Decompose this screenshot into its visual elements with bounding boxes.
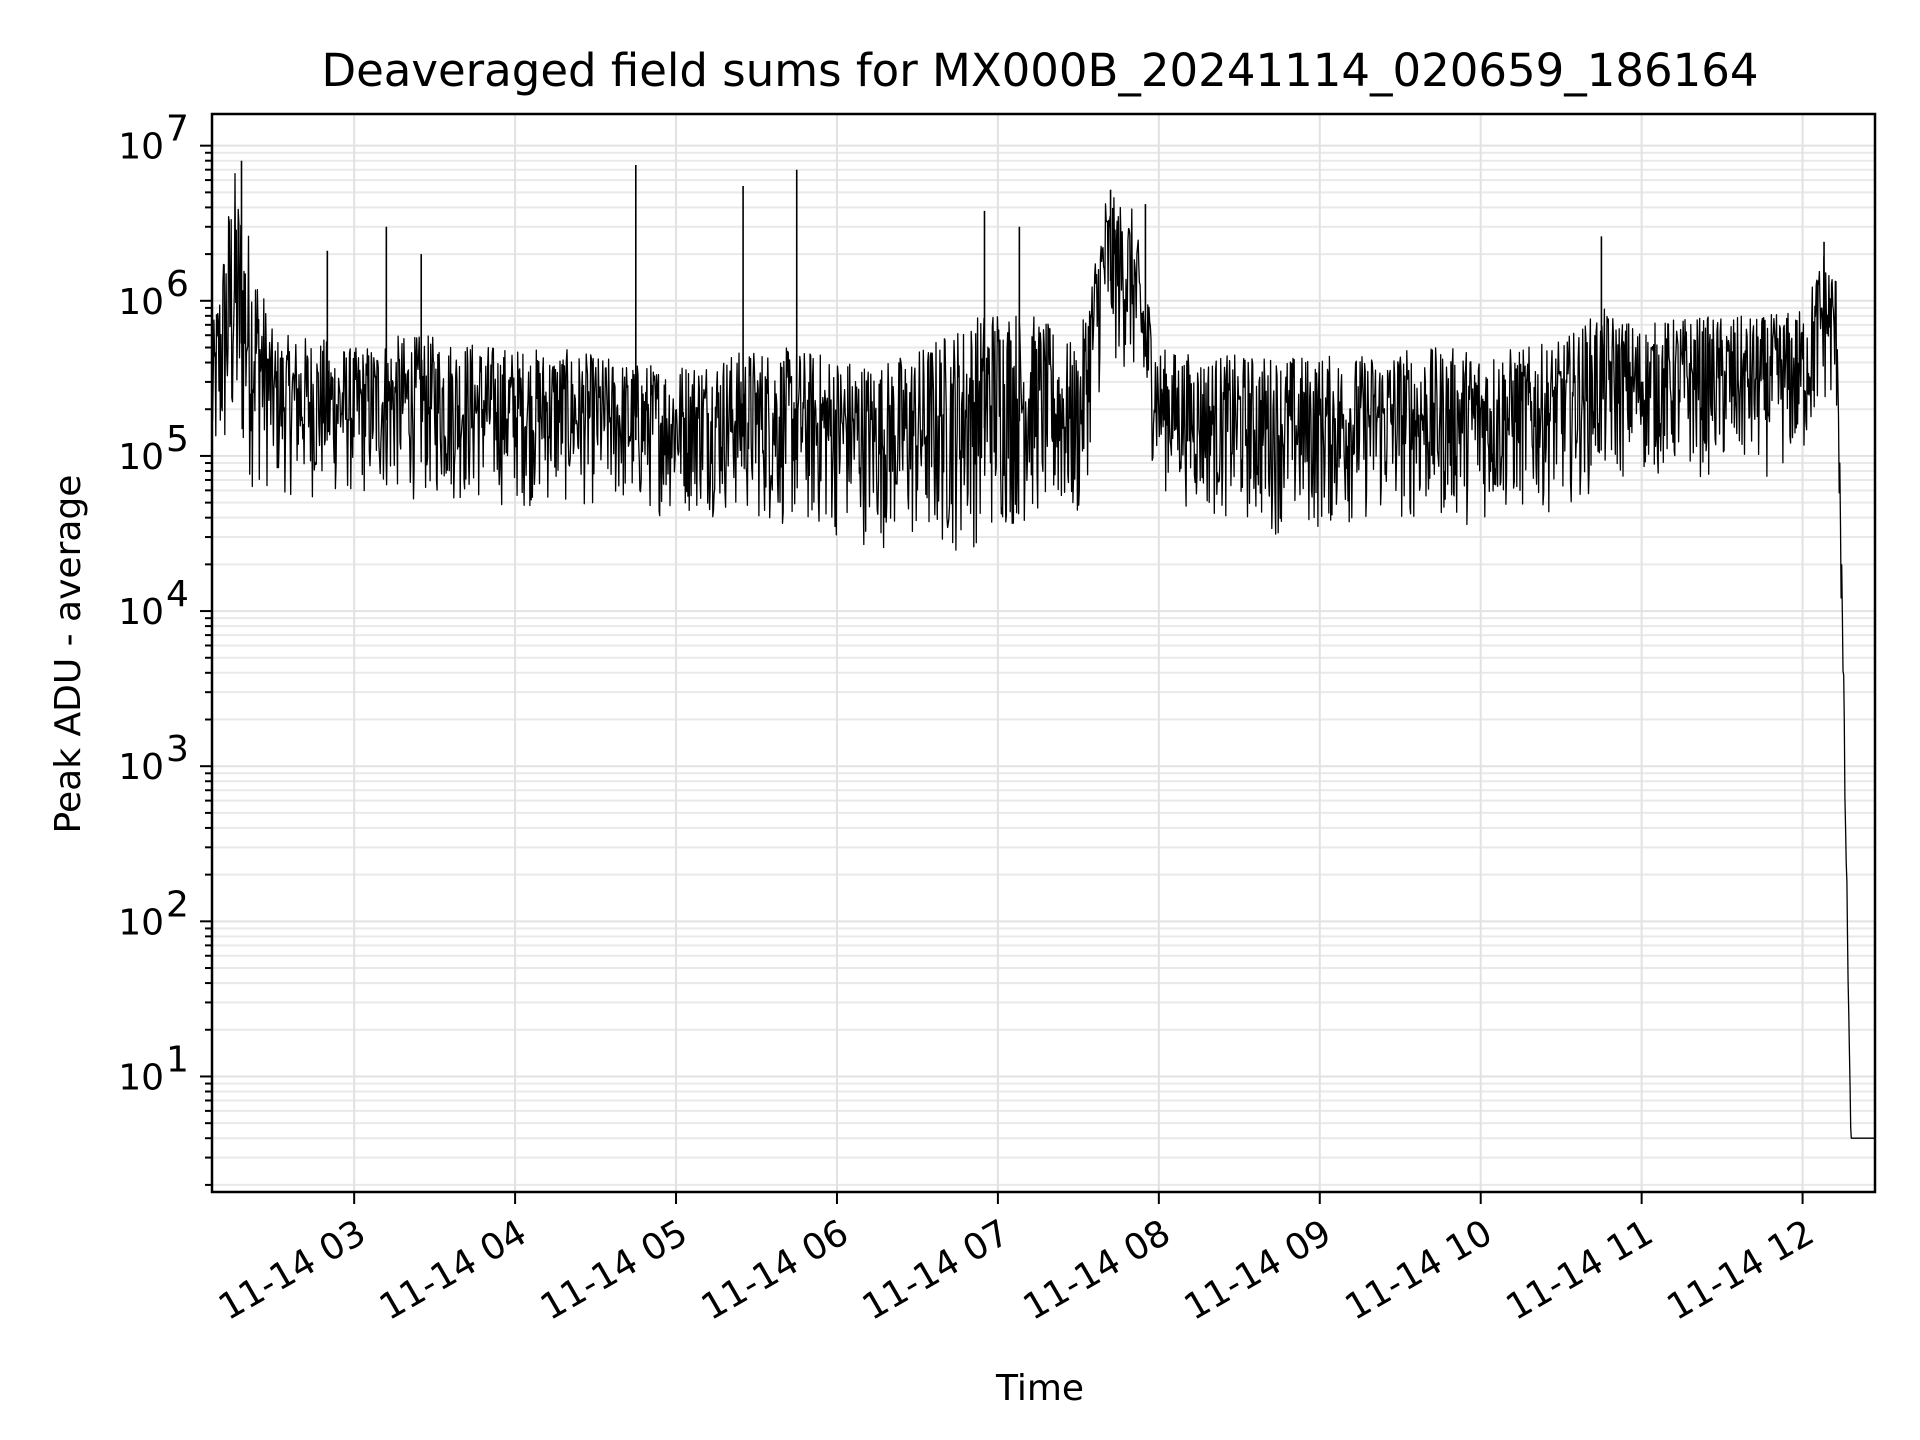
x-tick-label: 11-14 09	[1178, 1212, 1339, 1328]
y-tick-label: 10	[118, 437, 164, 478]
y-tick-label-exponent: 1	[166, 1039, 189, 1080]
chart-title: Deaveraged field sums for MX000B_2024111…	[321, 44, 1758, 97]
x-tick-label: 11-14 06	[695, 1212, 856, 1328]
y-tick-label-exponent: 5	[166, 419, 189, 460]
y-tick-label-exponent: 2	[166, 884, 189, 925]
y-axis-label: Peak ADU - average	[48, 475, 89, 834]
x-tick-label: 11-14 05	[534, 1212, 695, 1328]
y-tick-label-exponent: 7	[166, 109, 189, 150]
y-tick-label: 10	[118, 1057, 164, 1098]
series-trace	[211, 172, 1876, 1139]
x-axis-label: Time	[995, 1368, 1084, 1409]
y-tick-label-exponent: 4	[166, 574, 189, 615]
x-tick-label: 11-14 12	[1660, 1212, 1821, 1328]
y-tick-label-exponent: 3	[166, 729, 189, 770]
series-line	[211, 160, 1876, 1139]
plot-frame	[210, 112, 1877, 1194]
y-tick-label-exponent: 6	[166, 264, 189, 305]
y-tick-label: 10	[118, 902, 164, 943]
x-tick-label: 11-14 03	[212, 1212, 373, 1328]
x-tick-label: 11-14 11	[1499, 1212, 1660, 1328]
y-tick-label: 10	[118, 127, 164, 168]
y-tick-label: 10	[118, 592, 164, 633]
x-tick-label: 11-14 08	[1017, 1212, 1178, 1328]
x-tick-label: 11-14 04	[373, 1212, 534, 1328]
y-tick-label: 10	[118, 747, 164, 788]
y-tick-label: 10	[118, 282, 164, 323]
x-tick-label: 11-14 07	[856, 1212, 1017, 1328]
grid	[212, 114, 1875, 1192]
x-tick-label: 11-14 10	[1339, 1212, 1500, 1328]
